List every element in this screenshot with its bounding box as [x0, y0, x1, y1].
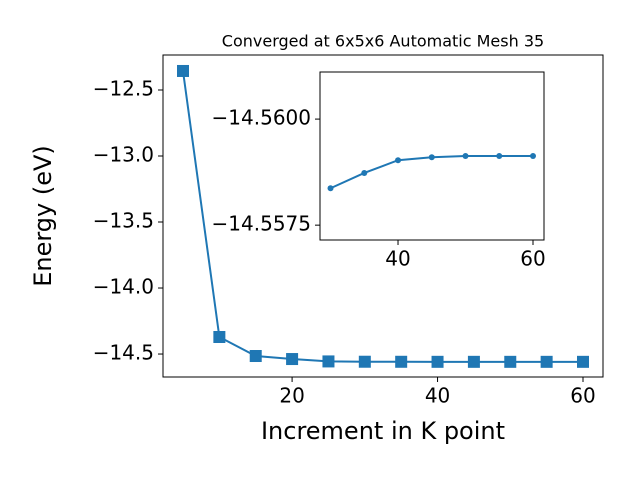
- marker: [361, 169, 368, 176]
- y-tick-label: −13.0: [93, 142, 154, 166]
- marker: [467, 355, 480, 368]
- y-tick-label: −14.5600: [212, 106, 311, 130]
- marker: [395, 157, 402, 164]
- marker: [540, 355, 553, 368]
- marker: [577, 355, 589, 368]
- marker: [395, 355, 408, 368]
- x-tick-label: 60: [520, 247, 545, 271]
- marker: [358, 355, 371, 368]
- y-tick-label: −12.5: [93, 76, 154, 100]
- marker: [213, 330, 226, 343]
- marker: [431, 355, 444, 368]
- y-tick-label: −14.0: [93, 275, 154, 299]
- marker: [529, 153, 536, 159]
- chart-title: Converged at 6x5x6 Automatic Mesh 35: [222, 32, 544, 51]
- x-axis-label: Increment in K point: [261, 417, 505, 445]
- x-tick-label: 20: [279, 384, 304, 408]
- x-tick-label: 40: [425, 384, 450, 408]
- marker: [322, 355, 335, 368]
- marker: [249, 350, 262, 363]
- marker: [496, 153, 503, 159]
- y-tick-label: −13.5: [93, 209, 154, 233]
- y-tick-label: −14.5: [93, 341, 154, 365]
- marker: [428, 154, 435, 161]
- marker: [177, 64, 189, 77]
- marker: [462, 153, 469, 159]
- axes-frame: [319, 71, 545, 241]
- x-tick-label: 60: [570, 384, 595, 408]
- line: [182, 70, 583, 363]
- marker: [286, 353, 299, 366]
- y-tick-label: −14.5575: [212, 212, 311, 236]
- marker: [504, 355, 517, 368]
- x-tick-label: 40: [385, 247, 410, 271]
- y-axis-label: Energy (eV): [29, 145, 57, 287]
- axes-frame: [162, 54, 604, 378]
- marker: [327, 185, 334, 192]
